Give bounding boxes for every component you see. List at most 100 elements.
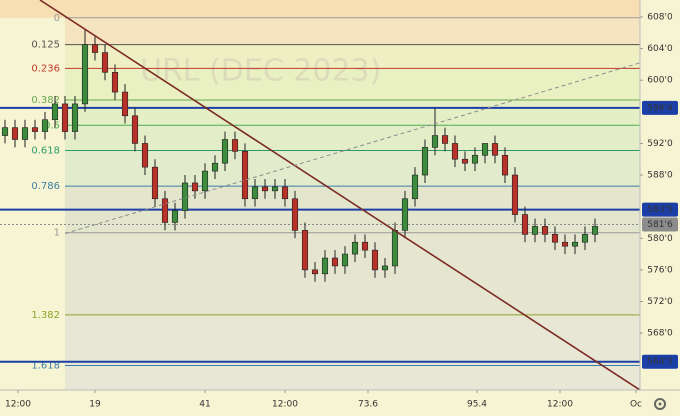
candle-body bbox=[61, 103, 69, 132]
candle-body bbox=[111, 72, 119, 93]
y-axis-area bbox=[640, 0, 680, 390]
candle-body bbox=[31, 127, 39, 132]
price-tag bbox=[642, 100, 678, 115]
candle-body bbox=[351, 241, 359, 255]
candle-body bbox=[301, 230, 309, 271]
y-tick-label: 572'0 bbox=[647, 297, 673, 307]
candle-body bbox=[181, 182, 189, 211]
x-tick-label: 19 bbox=[89, 400, 101, 410]
candle-body bbox=[491, 143, 499, 156]
candle-body bbox=[381, 265, 389, 271]
candle-body bbox=[431, 135, 439, 148]
candle-body bbox=[141, 143, 149, 168]
x-tick-label: 95.4 bbox=[467, 400, 487, 410]
candle-body bbox=[21, 127, 29, 140]
candle-body bbox=[161, 198, 169, 223]
candle-body bbox=[501, 154, 509, 176]
candle-body bbox=[121, 91, 129, 117]
candle-body bbox=[51, 103, 59, 121]
trend-line bbox=[39, 0, 641, 391]
candle-body bbox=[41, 119, 49, 132]
candle-body bbox=[271, 186, 279, 192]
fib-label: 0.5 bbox=[44, 120, 60, 131]
y-tick-label: 592'0 bbox=[647, 139, 673, 149]
candle-body bbox=[331, 257, 339, 267]
fib-label: 0 bbox=[54, 13, 60, 24]
fib-label: 0.382 bbox=[31, 95, 60, 106]
candle-body bbox=[581, 234, 589, 243]
watermark: URL (DEC 2023) bbox=[140, 54, 381, 89]
candle-body bbox=[91, 44, 99, 53]
y-tick-label: 608'0 bbox=[647, 12, 673, 22]
candle-body bbox=[251, 186, 259, 200]
fib-band bbox=[0, 0, 640, 18]
y-tick-label: 600'0 bbox=[647, 76, 673, 86]
fib-band bbox=[65, 314, 640, 366]
candle-body bbox=[241, 151, 249, 200]
axes: 608'0 604'0 600'0 592'0 588'0 580'0 576'0 572'0… bbox=[5, 12, 678, 410]
candle-body bbox=[151, 166, 159, 200]
candle-body bbox=[191, 182, 199, 192]
candle-body bbox=[321, 257, 329, 275]
candle-body bbox=[71, 103, 79, 132]
fib-label: 0.618 bbox=[31, 146, 60, 157]
candle-body bbox=[311, 269, 319, 275]
gear-center bbox=[658, 402, 662, 406]
fib-label: 1.618 bbox=[31, 361, 60, 372]
y-tick-label: 604'0 bbox=[647, 44, 673, 54]
candle-body bbox=[551, 234, 559, 243]
x-tick-label: 12:00 bbox=[547, 400, 573, 410]
fib-band bbox=[65, 125, 640, 151]
fib-label: 0.786 bbox=[31, 181, 60, 192]
fib-band bbox=[65, 365, 640, 390]
price-tag bbox=[642, 217, 678, 232]
price-tag-label: 583'5 bbox=[647, 205, 672, 215]
y-tick-label: 568'0 bbox=[647, 329, 673, 339]
fib-band bbox=[65, 44, 640, 69]
candle-body bbox=[371, 249, 379, 271]
candle-body bbox=[211, 162, 219, 172]
fib-band bbox=[65, 68, 640, 100]
x-tick-label: 12:00 bbox=[5, 400, 31, 410]
candle-body bbox=[291, 198, 299, 231]
x-tick-label: 12:00 bbox=[272, 400, 298, 410]
candle-body bbox=[421, 147, 429, 176]
settings-icon[interactable] bbox=[654, 398, 666, 410]
candle-body bbox=[521, 214, 529, 235]
fib-label: 0.236 bbox=[31, 63, 60, 74]
candle-body bbox=[261, 186, 269, 192]
candle-body bbox=[481, 143, 489, 156]
candle-body bbox=[401, 198, 409, 231]
candle-body bbox=[131, 115, 139, 144]
candle-body bbox=[231, 139, 239, 152]
y-tick-label: 588'0 bbox=[647, 171, 673, 181]
x-tick-label: 73.6 bbox=[358, 400, 378, 410]
candle-body bbox=[411, 174, 419, 200]
candle-body bbox=[471, 154, 479, 164]
candle-body bbox=[171, 210, 179, 223]
y-tick-label: 580'0 bbox=[647, 234, 673, 244]
x-tick-label: 41 bbox=[199, 400, 210, 410]
trend-line bbox=[64, 62, 641, 235]
candle-body bbox=[561, 241, 569, 247]
price-tag bbox=[642, 202, 678, 217]
candle-body bbox=[511, 174, 519, 215]
price-tag-label: 581'6 bbox=[647, 220, 673, 230]
price-tag-label: 564'3 bbox=[647, 357, 672, 367]
trend-lines bbox=[39, 0, 641, 391]
fib-label: 1 bbox=[54, 228, 60, 239]
candle-body bbox=[1, 127, 9, 136]
candle-body bbox=[361, 241, 369, 251]
candle-body bbox=[201, 170, 209, 192]
fib-label: 0.125 bbox=[31, 40, 60, 51]
fib-band bbox=[65, 150, 640, 187]
gear[interactable] bbox=[654, 398, 666, 410]
price-tag-label: 596'4 bbox=[647, 103, 673, 113]
candle-body bbox=[571, 241, 579, 247]
candle-body bbox=[391, 230, 399, 267]
candle-body bbox=[341, 253, 349, 267]
candle-body bbox=[591, 226, 599, 235]
fib-label: 1.382 bbox=[31, 310, 60, 321]
fib-band bbox=[65, 17, 640, 45]
